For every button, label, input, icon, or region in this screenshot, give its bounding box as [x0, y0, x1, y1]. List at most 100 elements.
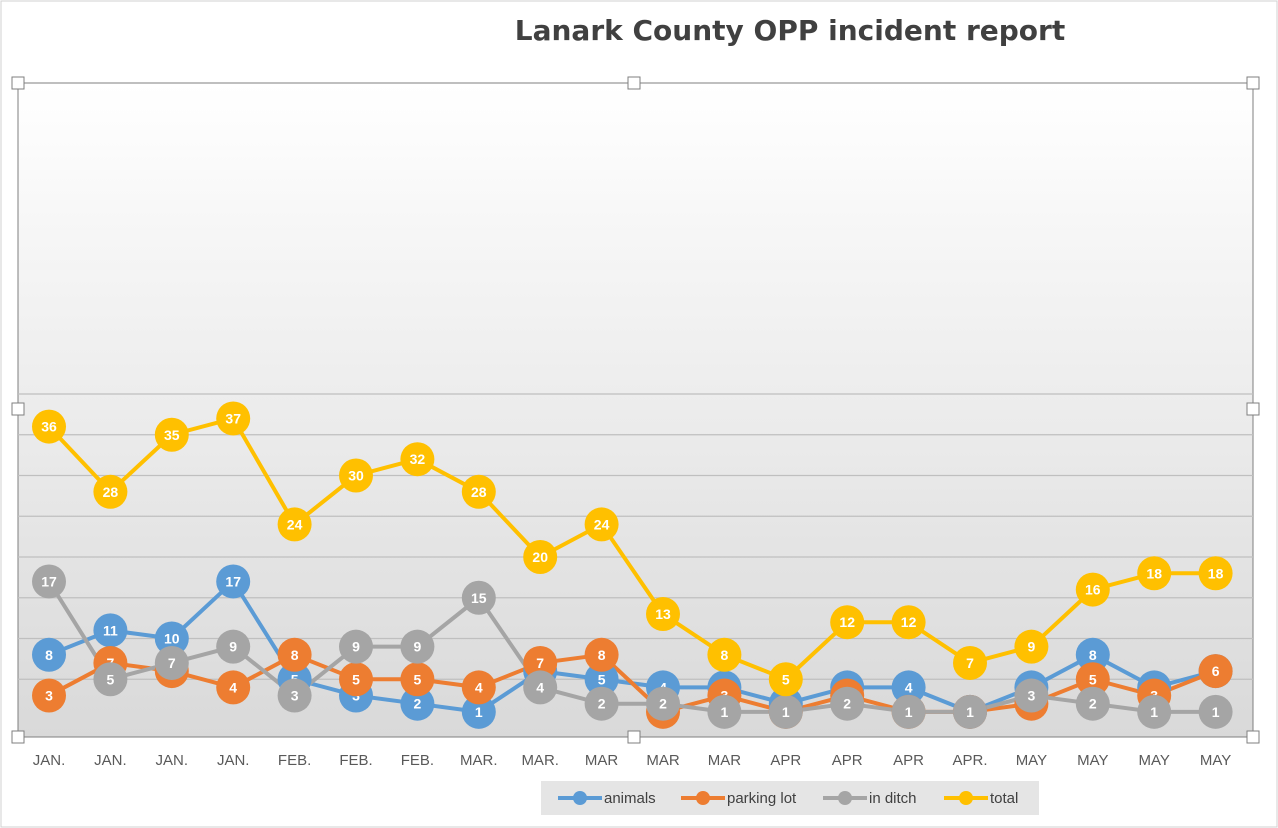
data-point-in-ditch[interactable]: [461, 580, 496, 615]
data-label-total: 24: [594, 516, 610, 532]
x-tick-label: MAR: [646, 752, 680, 769]
data-point-in-ditch[interactable]: [1198, 694, 1233, 729]
data-label-animals: 4: [905, 679, 913, 695]
data-point-total[interactable]: [154, 417, 189, 452]
data-point-in-ditch[interactable]: [1014, 678, 1049, 713]
data-point-parking-lot[interactable]: [584, 637, 619, 672]
data-point-animals[interactable]: [461, 694, 496, 729]
x-tick-label: MAY: [1077, 752, 1108, 769]
data-point-total[interactable]: [523, 540, 558, 574]
data-point-parking-lot[interactable]: [32, 678, 66, 713]
data-point-total[interactable]: [584, 507, 619, 542]
data-point-total[interactable]: [646, 597, 680, 632]
resize-handle[interactable]: [11, 76, 25, 90]
data-label-total: 5: [782, 671, 790, 687]
data-label-in-ditch: 2: [1089, 696, 1097, 712]
data-point-total[interactable]: [1014, 629, 1049, 664]
data-point-parking-lot[interactable]: [339, 662, 373, 697]
data-point-parking-lot[interactable]: [523, 645, 558, 680]
data-point-parking-lot[interactable]: [400, 662, 435, 697]
x-tick-label: MAR: [708, 752, 742, 769]
data-point-total[interactable]: [400, 442, 435, 477]
data-point-animals[interactable]: [584, 662, 619, 697]
data-label-in-ditch: 3: [291, 688, 299, 704]
data-label-in-ditch: 1: [1150, 704, 1158, 720]
data-point-total[interactable]: [1075, 572, 1110, 607]
data-point-total[interactable]: [891, 605, 926, 640]
resize-handle[interactable]: [11, 730, 25, 744]
data-point-total[interactable]: [953, 645, 987, 680]
data-point-total[interactable]: [339, 458, 373, 493]
chart-title: Lanark County OPP incident report: [514, 14, 1066, 47]
data-point-in-ditch[interactable]: [32, 564, 66, 599]
data-point-in-ditch[interactable]: [154, 645, 189, 680]
data-label-total: 37: [225, 410, 241, 426]
x-tick-label: APR.: [952, 752, 987, 769]
data-label-in-ditch: 1: [905, 704, 913, 720]
data-label-in-ditch: 5: [107, 671, 115, 687]
x-tick-label: MAY: [1016, 752, 1047, 769]
data-point-animals[interactable]: [32, 637, 66, 672]
data-point-total[interactable]: [277, 507, 312, 542]
data-point-parking-lot[interactable]: [1075, 662, 1110, 697]
data-point-animals[interactable]: [216, 564, 251, 599]
x-tick-label: MAR: [585, 752, 619, 769]
data-point-in-ditch[interactable]: [523, 670, 558, 705]
data-label-total: 8: [721, 647, 729, 663]
data-point-in-ditch[interactable]: [830, 686, 865, 721]
data-label-parking-lot: 6: [1212, 663, 1220, 679]
data-label-in-ditch: 15: [471, 590, 487, 606]
data-point-parking-lot[interactable]: [277, 637, 312, 672]
data-point-animals[interactable]: [93, 613, 128, 648]
data-point-total[interactable]: [1137, 556, 1172, 591]
data-point-parking-lot[interactable]: [216, 670, 251, 705]
resize-handle[interactable]: [1246, 730, 1260, 744]
data-label-animals: 5: [598, 671, 606, 687]
resize-handle[interactable]: [1246, 402, 1260, 416]
data-point-total[interactable]: [93, 474, 128, 509]
data-point-in-ditch[interactable]: [707, 694, 742, 729]
data-point-animals[interactable]: [891, 670, 926, 705]
data-point-parking-lot[interactable]: [461, 670, 496, 705]
data-point-in-ditch[interactable]: [339, 629, 373, 664]
x-tick-label: FEB.: [278, 752, 311, 769]
resize-handle[interactable]: [627, 76, 641, 90]
resize-handle[interactable]: [1246, 76, 1260, 90]
data-point-in-ditch[interactable]: [93, 662, 128, 697]
data-point-total[interactable]: [768, 662, 803, 697]
data-point-parking-lot[interactable]: [1198, 654, 1233, 689]
data-point-total[interactable]: [707, 637, 742, 672]
data-point-total[interactable]: [830, 605, 865, 640]
data-point-in-ditch[interactable]: [400, 629, 435, 664]
data-label-total: 28: [471, 484, 487, 500]
data-label-total: 36: [41, 419, 57, 435]
data-point-in-ditch[interactable]: [646, 686, 680, 721]
data-label-parking-lot: 4: [475, 679, 483, 695]
data-point-in-ditch[interactable]: [891, 694, 926, 729]
x-tick-label: JAN.: [94, 752, 127, 769]
legend-marker-animals: [573, 791, 587, 805]
data-point-total[interactable]: [461, 474, 496, 509]
data-point-in-ditch[interactable]: [768, 694, 803, 729]
data-label-in-ditch: 1: [782, 704, 790, 720]
x-tick-label: MAR.: [521, 752, 559, 769]
data-point-in-ditch[interactable]: [216, 629, 251, 664]
data-point-animals[interactable]: [1075, 637, 1110, 672]
data-label-animals: 11: [103, 622, 118, 638]
data-point-total[interactable]: [32, 409, 66, 444]
data-point-in-ditch[interactable]: [277, 678, 312, 713]
data-point-animals[interactable]: [154, 621, 189, 656]
resize-handle[interactable]: [11, 402, 25, 416]
data-point-in-ditch[interactable]: [1137, 694, 1172, 729]
data-point-in-ditch[interactable]: [1075, 686, 1110, 721]
legend-marker-in-ditch: [838, 791, 852, 805]
data-point-animals[interactable]: [400, 686, 435, 721]
data-point-total[interactable]: [216, 401, 251, 436]
data-label-parking-lot: 5: [1089, 671, 1097, 687]
data-label-in-ditch: 9: [414, 639, 422, 655]
data-point-total[interactable]: [1198, 556, 1233, 591]
resize-handle[interactable]: [627, 730, 641, 744]
data-point-in-ditch[interactable]: [584, 686, 619, 721]
data-point-in-ditch[interactable]: [953, 694, 987, 729]
